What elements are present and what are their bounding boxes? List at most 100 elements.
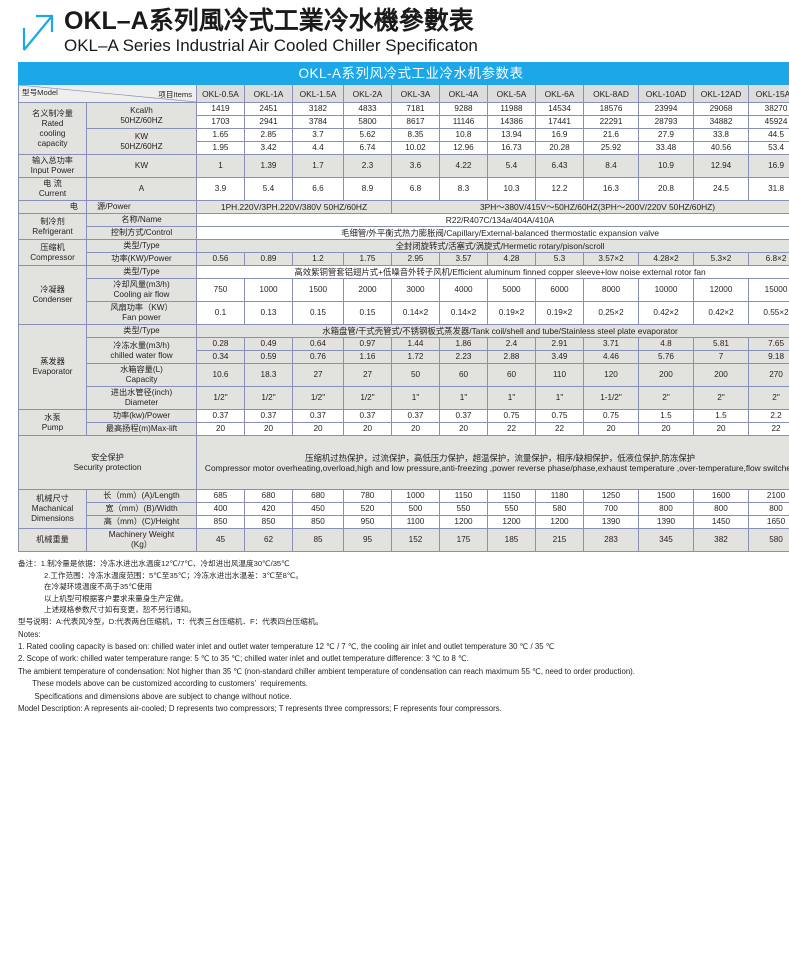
table-row: 水箱容量(L) Capacity 10.6 18.3 27 27 50 60 60… [19,363,789,387]
cell: 400 [196,502,245,516]
cell: 12.96 [439,141,488,155]
cell: 200 [638,363,694,387]
compressor-type-value: 全封闭旋转式/活塞式/涡旋式/Hermetic rotary/pison/scr… [195,239,789,253]
cell: 800 [747,502,789,516]
sub-label-pump-maxlift: 最高扬程(m)Max-lift [86,422,197,436]
cell: 22291 [583,115,639,129]
cell: 18.3 [244,363,293,387]
cell: 15000 [747,278,789,302]
note-en-3: These models above can be customized acc… [28,679,308,689]
cell: 420 [244,502,293,516]
cell: 4.46 [583,350,639,364]
cell: 3182 [292,102,344,116]
cell: 60 [487,363,536,387]
cell: 6.43 [535,154,584,178]
security-text-cn: 压缩机过热保护，过流保护，高低压力保护，超温保护，流量保护，相序/缺相保护，低液… [305,452,695,463]
cell: 1500 [292,278,344,302]
cell: 1.65 [196,128,245,142]
row-label-security: 安全保护 Security protection [18,435,197,490]
table-row: 冷凝器 Condenser 类型/Type 高效紫铜管套铝翅片式+低噪音外转子风机… [18,265,789,325]
sub-label-compressor-power: 功率(KW)/Power [86,252,197,266]
cell: 4.22 [439,154,488,178]
cell: 50 [391,363,440,387]
cell: 1600 [693,489,749,503]
cell: 12000 [693,278,749,302]
cell: 1/2" [244,386,293,410]
cell: 345 [638,528,694,552]
cell: 1.5 [693,409,749,423]
cell: 2.23 [439,350,488,364]
cell: 34882 [693,115,749,129]
cell: 1390 [638,515,694,529]
cell: 6.8×2 [747,252,789,266]
cell: 580 [535,502,584,516]
cell: 1 [196,154,245,178]
cell: 520 [343,502,392,516]
note-en-1: 2. Scope of work: chilled water temperat… [18,654,469,664]
sub-label-height: 高（mm）(C)/Height [86,515,197,529]
cell: 5.76 [638,350,694,364]
model-header-1: OKL-1A [244,84,293,103]
cell: 2.2 [747,409,789,423]
cell: 0.15 [343,301,392,325]
cell: 20 [638,422,694,436]
spec-table-wrapper: OKL-A系列风冷式工业冷水机参数表 型号Model 项目Items OKL-0… [0,62,789,552]
cell: 2.85 [244,128,293,142]
table-banner-row: OKL-A系列风冷式工业冷水机参数表 [17,62,789,85]
cell: 850 [196,515,245,529]
cell: 1650 [747,515,789,529]
sub-label-evaporator-diameter: 进出水管径(inch) Diameter [86,386,197,410]
table-row: 宽（mm）(B)/Width 400 420 450 520 500 550 5… [19,502,789,516]
cell: 20 [343,422,392,436]
cell: 3.42 [244,141,293,155]
note-cn-1: 2.工作范围：冷冻水温度范围：5℃至35℃；冷冻水进出水温差：3℃至8℃。 [44,570,303,580]
cell: 45 [196,528,245,552]
cell: 850 [244,515,293,529]
cell: 1" [535,386,584,410]
cell: 7181 [391,102,440,116]
cell: 8.9 [343,177,392,201]
row-label-evaporator: 蒸发器 Evaporator [18,324,87,410]
cell: 680 [244,489,293,503]
security-protection-value: 压缩机过热保护，过流保护，高低压力保护，超温保护，流量保护，相序/缺相保护，低液… [195,435,789,490]
cell: 20.8 [638,177,694,201]
cell: 0.37 [391,409,440,423]
cell: 2100 [747,489,789,503]
cell: 33.48 [638,141,694,155]
cell: 0.55×2 [747,301,789,325]
page-title-cn: OKL–A系列風冷式工業冷水機參數表 [64,7,474,35]
model-header-5: OKL-4A [439,84,488,103]
table-row: 机械尺寸 Machanical Dimensions 长（mm）(A)/Length… [18,489,789,529]
cell: 38270 [747,102,789,116]
cell: 0.15 [292,301,344,325]
cell: 8617 [391,115,440,129]
cell: 685 [196,489,245,503]
cell: 27.9 [638,128,694,142]
table-row: 水泵 Pump 功率(kw)/Power 0.37 0.37 0.37 0.37 … [18,409,789,436]
table-row: 输入总功率 Input Power KW 1 1.39 1.7 2.3 3.6 4… [18,154,789,178]
cell: 40.56 [693,141,749,155]
cell: 5800 [343,115,392,129]
cell: 1-1/2" [583,386,639,410]
cell: 1703 [196,115,245,129]
cell: 1200 [439,515,488,529]
cell: 12.2 [535,177,584,201]
table-row: 冷却风量(m3/h) Cooling air flow 750 1000 1500… [19,278,789,302]
cell: 6.8 [391,177,440,201]
note-en-0: 1. Rated cooling capacity is based on: c… [18,641,555,651]
condenser-type-value: 高效紫铜管套铝翅片式+低噪音外转子风机/Efficient aluminum f… [195,265,789,279]
corner-label-items: 项目Items [158,90,192,99]
cell: 60 [439,363,488,387]
table-row: 冷冻水量(m3/h) chilled water flow 0.28 0.49 0… [19,337,789,364]
cell: 1.44 [391,337,440,351]
cell: 3.49 [535,350,584,364]
cell: 1" [439,386,488,410]
cell: 0.37 [244,409,293,423]
model-header-4: OKL-3A [391,84,440,103]
cell: 8.3 [439,177,488,201]
cell: 1/2" [292,386,344,410]
cell: 9.18 [747,350,789,364]
cell: 0.97 [343,337,392,351]
cell: 13.94 [487,128,536,142]
cell: 1" [487,386,536,410]
